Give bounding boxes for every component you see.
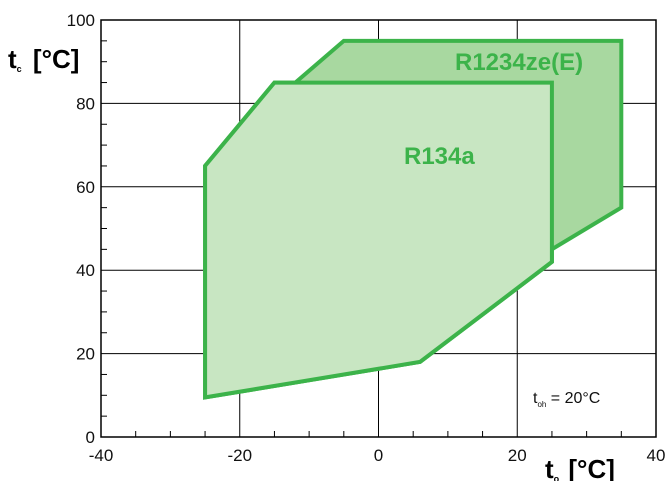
y-tick-label: 0 bbox=[86, 428, 95, 447]
series-label-r134a: R134a bbox=[404, 143, 475, 170]
y-tick-label: 40 bbox=[76, 261, 95, 280]
tick-labels: -40 -20 0 20 40 0 20 40 60 80 100 bbox=[67, 11, 666, 465]
y-tick-label: 100 bbox=[67, 11, 95, 30]
x-tick-label: 0 bbox=[374, 446, 383, 465]
y-axis-title: tc [°C] bbox=[8, 44, 79, 74]
svg-text:to [°C]: to [°C] bbox=[545, 454, 615, 481]
y-tick-label: 20 bbox=[76, 345, 95, 364]
x-tick-label: -20 bbox=[227, 446, 252, 465]
x-tick-label: 20 bbox=[508, 446, 527, 465]
x-tick-label: -40 bbox=[89, 446, 114, 465]
svg-text:toh = 20°C: toh = 20°C bbox=[533, 390, 600, 409]
x-tick-label: 40 bbox=[647, 446, 666, 465]
series-areas bbox=[203, 38, 624, 400]
superheat-note: toh = 20°C bbox=[533, 390, 600, 409]
y-tick-label: 60 bbox=[76, 178, 95, 197]
y-tick-label: 80 bbox=[76, 94, 95, 113]
series-area-1 bbox=[203, 80, 554, 400]
svg-text:tc [°C]: tc [°C] bbox=[8, 44, 79, 74]
x-axis-title: to [°C] bbox=[545, 454, 615, 481]
series-label-r1234ze: R1234ze(E) bbox=[455, 49, 583, 76]
minor-ticks bbox=[101, 40, 622, 437]
